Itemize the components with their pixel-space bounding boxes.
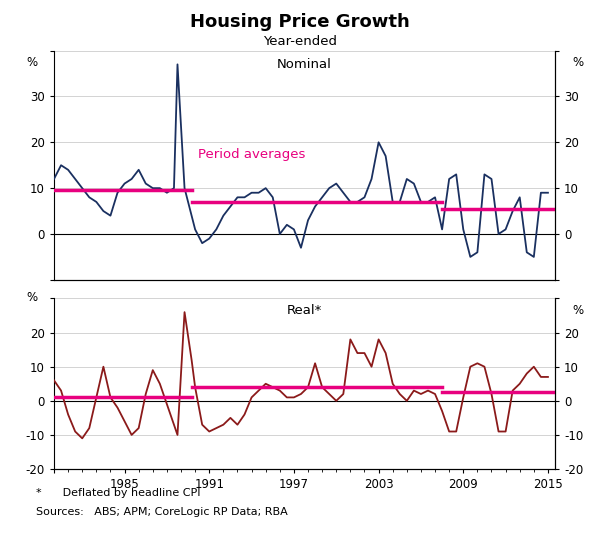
Text: Nominal: Nominal xyxy=(277,58,332,70)
Text: Period averages: Period averages xyxy=(198,148,305,161)
Text: *      Deflated by headline CPI: * Deflated by headline CPI xyxy=(36,488,200,498)
Y-axis label: %: % xyxy=(572,304,583,317)
Y-axis label: %: % xyxy=(26,55,37,69)
Text: Real*: Real* xyxy=(287,304,322,317)
Text: Sources:   ABS; APM; CoreLogic RP Data; RBA: Sources: ABS; APM; CoreLogic RP Data; RB… xyxy=(36,507,288,518)
Y-axis label: %: % xyxy=(572,55,583,69)
Text: Housing Price Growth: Housing Price Growth xyxy=(190,13,410,31)
Text: Year-ended: Year-ended xyxy=(263,35,337,47)
Y-axis label: %: % xyxy=(26,290,37,304)
